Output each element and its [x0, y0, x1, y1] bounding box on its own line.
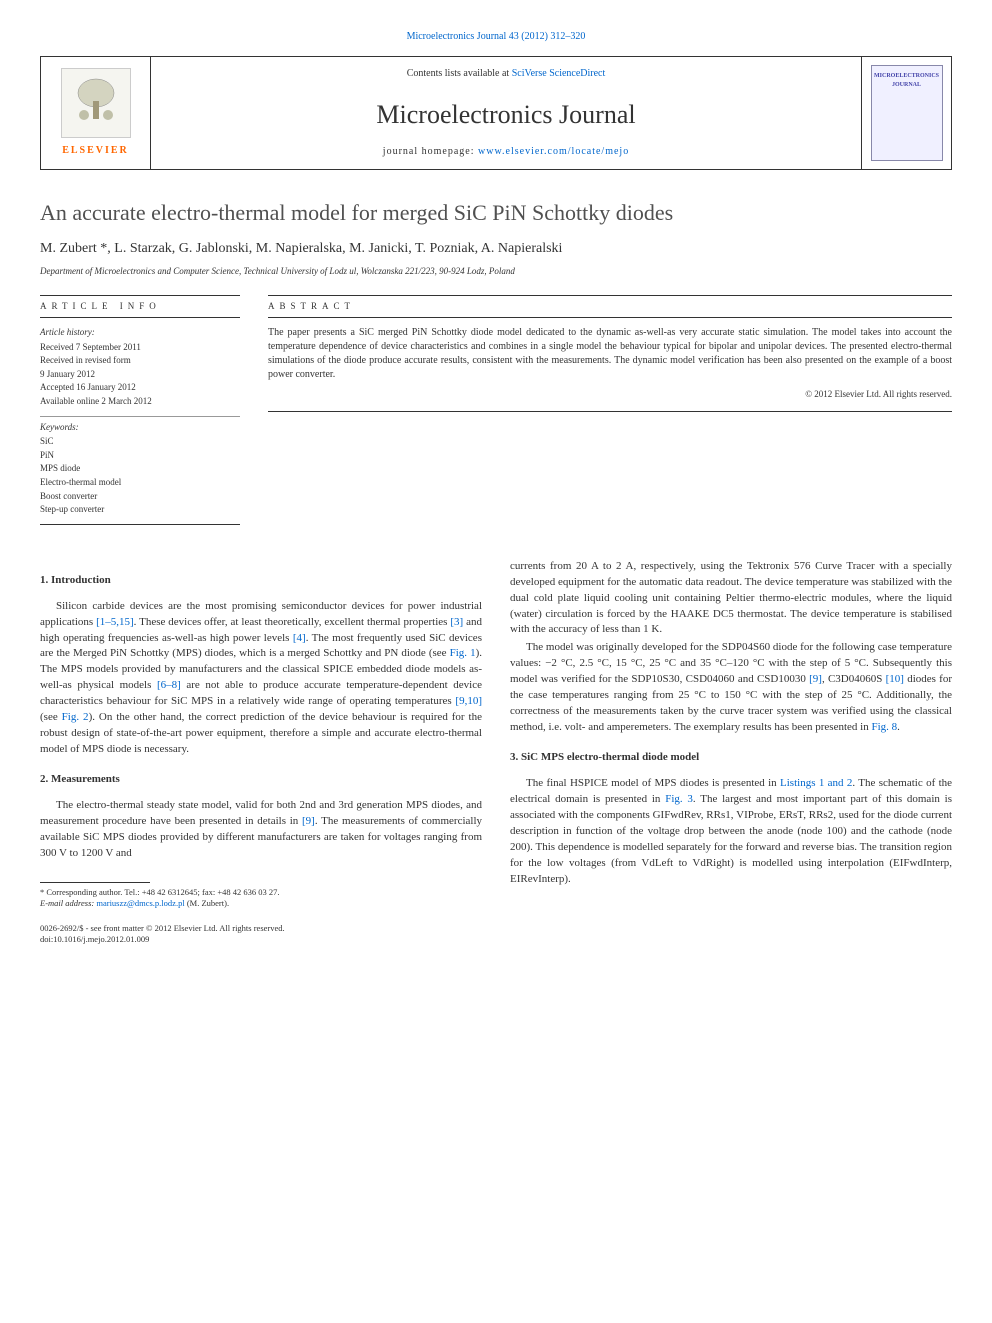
info-abstract-row: article info Article history: Received 7…	[40, 295, 952, 528]
section-1-paragraph: Silicon carbide devices are the most pro…	[40, 599, 482, 758]
authors-line: M. Zubert *, L. Starzak, G. Jablonski, M…	[40, 239, 952, 259]
fig-link[interactable]: Fig. 3	[665, 793, 693, 805]
email-name: (M. Zubert).	[185, 898, 229, 908]
homepage-link[interactable]: www.elsevier.com/locate/mejo	[478, 146, 629, 157]
text-run: , C3D04060S	[822, 673, 886, 685]
contents-line: Contents lists available at SciVerse Sci…	[407, 67, 606, 81]
journal-header-box: ELSEVIER Contents lists available at Sci…	[40, 56, 952, 170]
fig-link[interactable]: Fig. 1	[450, 647, 476, 659]
fig-link[interactable]: Fig. 2	[62, 711, 89, 723]
ref-link[interactable]: [4]	[293, 632, 306, 644]
keyword: MPS diode	[40, 462, 240, 475]
keyword: Electro-thermal model	[40, 476, 240, 489]
fig-link[interactable]: Fig. 8	[871, 721, 897, 733]
cover-title-text: MICROELECTRONICS JOURNAL	[874, 72, 940, 89]
abstract-header: abstract	[268, 295, 952, 318]
history-item: 9 January 2012	[40, 368, 240, 381]
ref-link[interactable]: [3]	[450, 616, 463, 628]
listing-link[interactable]: Listings 1 and 2	[780, 777, 852, 789]
history-item: Received in revised form	[40, 354, 240, 367]
section-1-heading: 1. Introduction	[40, 573, 482, 589]
email-footnote: E-mail address: mariuszz@dmcs.p.lodz.pl …	[40, 898, 482, 909]
right-column: currents from 20 A to 2 A, respectively,…	[510, 559, 952, 945]
abstract-text: The paper presents a SiC merged PiN Scho…	[268, 326, 952, 382]
history-item: Received 7 September 2011	[40, 341, 240, 354]
section-2-paragraph-2: currents from 20 A to 2 A, respectively,…	[510, 559, 952, 639]
history-item: Accepted 16 January 2012	[40, 381, 240, 394]
keyword: Boost converter	[40, 490, 240, 503]
ref-link[interactable]: [9]	[302, 815, 315, 827]
article-title: An accurate electro-thermal model for me…	[40, 198, 952, 229]
abstract-bottom-rule	[268, 411, 952, 412]
journal-cover-thumbnail[interactable]: MICROELECTRONICS JOURNAL	[871, 65, 943, 161]
text-run: . These devices offer, at least theoreti…	[134, 616, 451, 628]
homepage-prefix: journal homepage:	[383, 146, 478, 157]
main-body-columns: 1. Introduction Silicon carbide devices …	[40, 559, 952, 945]
doi-line: doi:10.1016/j.mejo.2012.01.009	[40, 934, 482, 945]
left-column: 1. Introduction Silicon carbide devices …	[40, 559, 482, 945]
header-center: Contents lists available at SciVerse Sci…	[151, 57, 861, 169]
contents-prefix: Contents lists available at	[407, 68, 512, 79]
homepage-line: journal homepage: www.elsevier.com/locat…	[383, 145, 629, 159]
footnote-separator	[40, 882, 150, 883]
affiliation: Department of Microelectronics and Compu…	[40, 265, 952, 278]
keywords-header: Keywords:	[40, 416, 240, 434]
journal-title: Microelectronics Journal	[376, 97, 635, 133]
abstract-col: abstract The paper presents a SiC merged…	[268, 295, 952, 528]
journal-cover-area: MICROELECTRONICS JOURNAL	[861, 57, 951, 169]
ref-link[interactable]: [9]	[809, 673, 822, 685]
info-bottom-rule	[40, 524, 240, 525]
issn-line: 0026-2692/$ - see front matter © 2012 El…	[40, 923, 482, 934]
text-run: . The largest and most important part of…	[510, 793, 952, 885]
sciencedirect-link[interactable]: SciVerse ScienceDirect	[512, 68, 606, 79]
text-run: .	[897, 721, 900, 733]
email-label: E-mail address:	[40, 898, 96, 908]
ref-link[interactable]: [1–5,15]	[96, 616, 134, 628]
keyword: PiN	[40, 449, 240, 462]
ref-link[interactable]: [9,10]	[455, 695, 482, 707]
section-2-paragraph-1: The electro-thermal steady state model, …	[40, 798, 482, 862]
ref-link[interactable]: [6–8]	[157, 679, 181, 691]
section-2-heading: 2. Measurements	[40, 772, 482, 788]
history-header: Article history:	[40, 326, 240, 339]
abstract-copyright: © 2012 Elsevier Ltd. All rights reserved…	[268, 388, 952, 401]
publisher-logo-area: ELSEVIER	[41, 57, 151, 169]
email-link[interactable]: mariuszz@dmcs.p.lodz.pl	[96, 898, 184, 908]
article-info-header: article info	[40, 295, 240, 318]
section-3-heading: 3. SiC MPS electro-thermal diode model	[510, 750, 952, 766]
text-run: The final HSPICE model of MPS diodes is …	[526, 777, 780, 789]
elsevier-tree-icon	[61, 68, 131, 138]
ref-link[interactable]: [10]	[886, 673, 904, 685]
corresponding-author-footnote: * Corresponding author. Tel.: +48 42 631…	[40, 887, 482, 898]
text-run: ). On the other hand, the correct predic…	[40, 711, 482, 755]
article-info-col: article info Article history: Received 7…	[40, 295, 240, 528]
keyword: SiC	[40, 435, 240, 448]
section-2-paragraph-3: The model was originally developed for t…	[510, 640, 952, 736]
history-item: Available online 2 March 2012	[40, 395, 240, 408]
keyword: Step-up converter	[40, 503, 240, 516]
text-run: (see	[40, 711, 62, 723]
journal-reference[interactable]: Microelectronics Journal 43 (2012) 312–3…	[40, 30, 952, 44]
section-3-paragraph-1: The final HSPICE model of MPS diodes is …	[510, 776, 952, 888]
publisher-name: ELSEVIER	[62, 144, 129, 158]
